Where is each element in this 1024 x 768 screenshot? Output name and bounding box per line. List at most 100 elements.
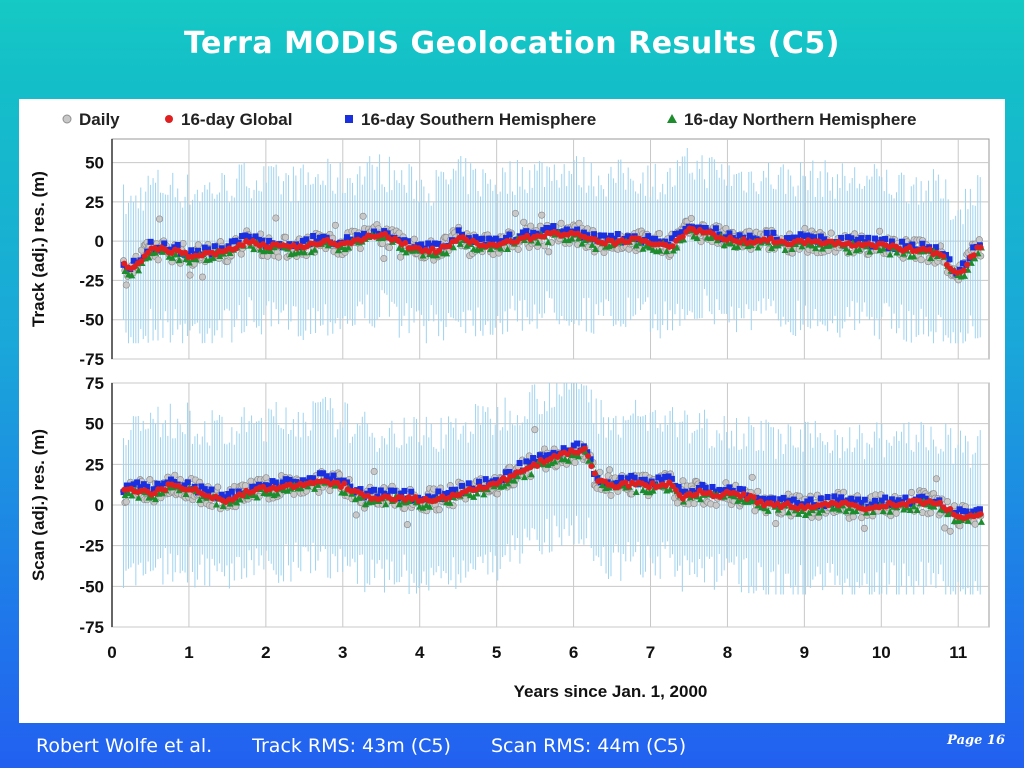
southern-point	[787, 235, 794, 242]
southern-point	[320, 233, 327, 240]
southern-point	[902, 494, 909, 501]
southern-point	[232, 237, 239, 244]
global-point	[937, 499, 944, 506]
northern-point	[175, 256, 183, 264]
northern-point	[311, 246, 319, 253]
northern-point	[216, 252, 224, 260]
southern-point	[716, 486, 723, 493]
southern-point	[123, 482, 130, 489]
southern-point	[540, 227, 547, 234]
southern-point	[591, 231, 598, 238]
southern-point	[746, 232, 753, 239]
northern-point	[500, 482, 508, 489]
southern-point	[310, 475, 317, 482]
northern-point	[646, 243, 654, 251]
northern-point	[632, 242, 640, 249]
northern-point	[212, 500, 220, 508]
global-point	[926, 246, 933, 253]
northern-point	[307, 248, 315, 256]
southern-point	[283, 476, 290, 483]
southern-point	[709, 483, 716, 490]
southern-point	[800, 233, 807, 240]
northern-point	[206, 256, 214, 263]
northern-point	[311, 485, 319, 492]
global-point	[564, 451, 571, 458]
southern-point	[208, 486, 215, 493]
southern-point	[922, 495, 929, 502]
southern-point	[712, 225, 719, 232]
northern-point	[297, 484, 305, 492]
x-tick-label: 10	[872, 643, 891, 662]
northern-point	[788, 245, 796, 252]
southern-point	[201, 486, 208, 493]
southern-point	[269, 478, 276, 485]
southern-point	[909, 241, 916, 248]
southern-point	[357, 232, 364, 239]
daily-point	[520, 218, 528, 226]
y-tick-label: 50	[85, 154, 104, 173]
southern-point	[140, 481, 147, 488]
southern-point	[408, 488, 415, 495]
global-point	[121, 260, 128, 267]
global-point	[402, 239, 409, 246]
southern-point	[658, 476, 665, 483]
northern-point	[720, 241, 728, 249]
northern-point	[910, 502, 918, 510]
southern-point	[205, 489, 212, 496]
northern-point	[585, 457, 593, 464]
northern-point	[798, 242, 806, 250]
northern-point	[128, 271, 136, 279]
global-point	[947, 505, 954, 512]
northern-point	[639, 245, 647, 252]
northern-point	[135, 494, 143, 501]
southern-point	[794, 500, 801, 507]
southern-point	[401, 487, 408, 494]
southern-point	[919, 240, 926, 247]
global-point	[161, 487, 168, 494]
northern-point	[879, 507, 887, 515]
southern-point	[614, 479, 621, 486]
southern-point	[198, 483, 205, 490]
southern-point	[804, 232, 811, 239]
northern-point	[801, 511, 809, 519]
x-tick-label: 1	[184, 643, 193, 662]
daily-point	[545, 248, 553, 256]
northern-point	[145, 253, 153, 261]
y-tick-label: -75	[79, 618, 104, 637]
global-point	[679, 233, 686, 240]
northern-point	[632, 488, 640, 495]
northern-point	[845, 248, 853, 256]
southern-point	[452, 486, 459, 493]
northern-point	[575, 234, 583, 242]
southern-point	[956, 506, 963, 513]
northern-point	[219, 502, 227, 510]
figure-panel: Daily 16-day Global 16-day Southern Hemisp…	[19, 99, 1005, 723]
southern-point	[252, 233, 259, 240]
southern-point	[415, 242, 422, 249]
southern-point	[959, 260, 966, 267]
southern-point	[547, 225, 554, 232]
global-point	[151, 490, 158, 497]
daily-point	[941, 524, 949, 532]
global-point	[588, 463, 595, 470]
y-tick-label: 0	[95, 496, 104, 515]
northern-point	[818, 506, 826, 513]
northern-point	[568, 234, 576, 242]
northern-point	[487, 245, 495, 253]
northern-point	[930, 503, 938, 510]
southern-point	[492, 235, 499, 242]
southern-point	[624, 475, 631, 482]
northern-point	[565, 236, 573, 244]
northern-point	[869, 508, 877, 515]
southern-point	[228, 238, 235, 245]
southern-point	[530, 229, 537, 236]
southern-point	[716, 231, 723, 238]
southern-point	[682, 225, 689, 232]
page-number: Page 16	[947, 733, 1005, 748]
northern-point	[209, 254, 217, 261]
northern-point	[534, 239, 542, 246]
southern-point	[279, 479, 286, 486]
daily-point	[198, 273, 207, 281]
southern-point	[418, 241, 425, 248]
